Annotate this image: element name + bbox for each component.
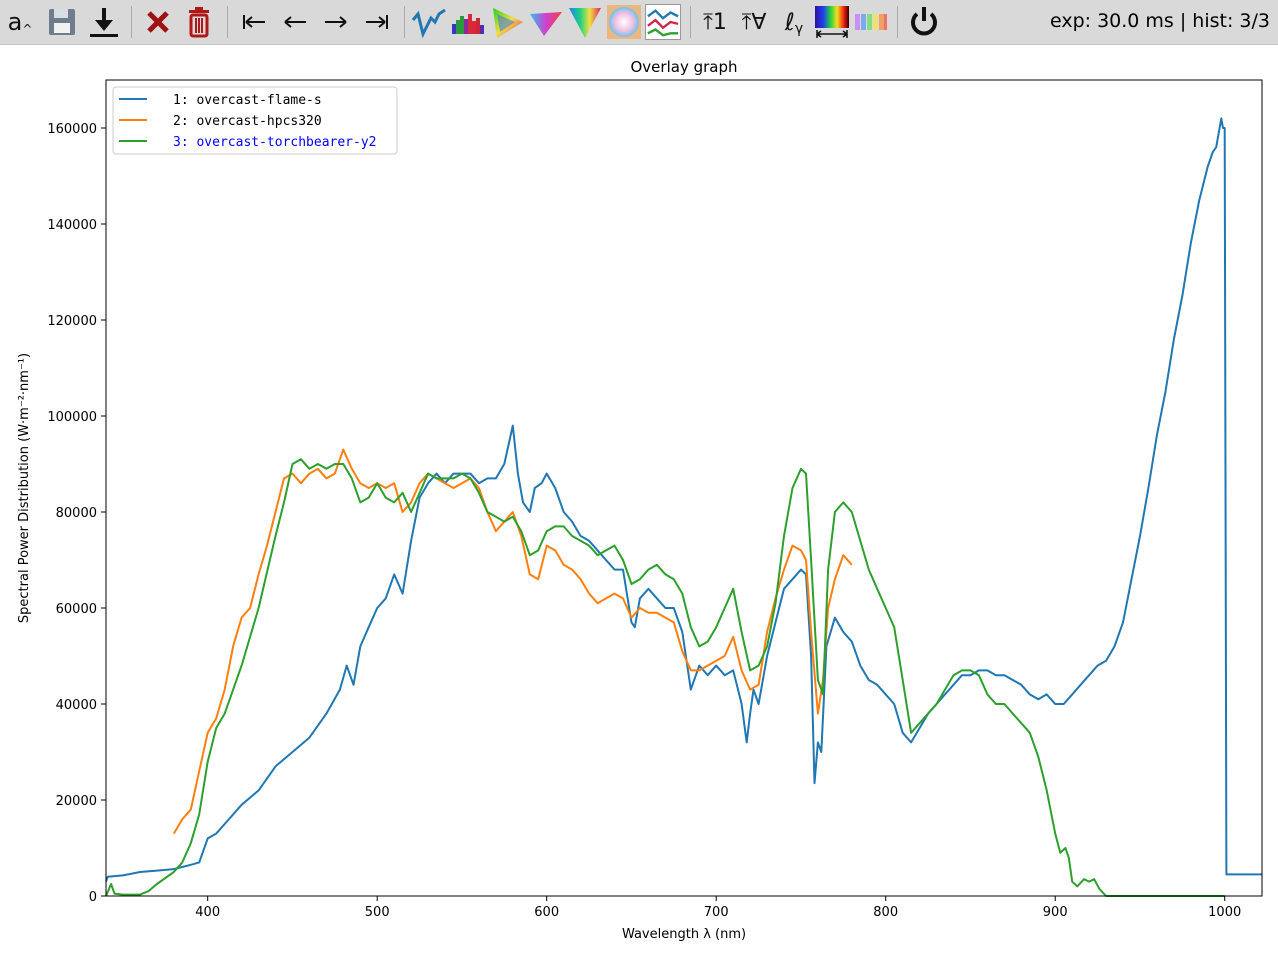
legend-entry: 3: overcast-torchbearer-y2: [173, 135, 377, 150]
x-tick-label: 400: [195, 905, 220, 920]
status-text: exp: 30.0 ms | hist: 3/3: [1049, 10, 1270, 32]
histogram-icon[interactable]: [450, 4, 486, 40]
overlay-icon[interactable]: [645, 4, 681, 40]
x-tick-label: 900: [1043, 905, 1068, 920]
last-icon[interactable]: [359, 4, 395, 40]
x-tick-label: 700: [704, 905, 729, 920]
color-range-icon[interactable]: [814, 4, 850, 40]
normalize-all-icon[interactable]: ⤒∀: [741, 9, 767, 35]
spectrum-icon[interactable]: [411, 4, 447, 40]
first-icon[interactable]: [236, 4, 272, 40]
spectral-bands-icon[interactable]: [853, 4, 889, 40]
auto-scale-sub: ^: [22, 22, 33, 36]
next-icon[interactable]: [318, 4, 354, 40]
x-tick-label: 800: [873, 905, 898, 920]
y-tick-label: 120000: [47, 314, 97, 329]
x-tick-label: 600: [534, 905, 559, 920]
series-line-1: [105, 117, 1262, 882]
cie-full-icon[interactable]: [567, 4, 603, 40]
toolbar: a ^ ⤒1 ⤒∀: [0, 0, 1278, 45]
gamma-label: ℓ: [784, 8, 795, 36]
chart-title: Overlay graph: [631, 58, 738, 76]
x-tick-label: 500: [365, 905, 390, 920]
auto-scale-label: a: [7, 8, 23, 36]
cie-triangle-icon[interactable]: [489, 4, 525, 40]
auto-scale-icon[interactable]: a ^: [2, 4, 38, 40]
legend-box: [112, 86, 398, 155]
legend-entry: 1: overcast-flame-s: [173, 93, 322, 108]
y-tick-label: 160000: [47, 122, 97, 137]
y-tick-label: 0: [89, 890, 97, 905]
y-tick-label: 40000: [56, 698, 97, 713]
cie-gradient-icon[interactable]: [528, 4, 564, 40]
x-axis-label: Wavelength λ (nm): [622, 927, 746, 942]
normalize-one-icon[interactable]: ⤒1: [703, 9, 727, 35]
y-axis: 0 20000 40000 60000 80000 100000 120000 140000 1…: [47, 122, 106, 905]
y-tick-label: 20000: [56, 794, 97, 809]
y-tick-label: 140000: [47, 218, 97, 233]
gamma-sub: γ: [794, 21, 804, 37]
overlay-chart: Overlay graph 400 500 600 700 800 900 1000 0 20…: [17, 58, 1263, 942]
plot-frame: [105, 79, 1263, 897]
y-axis-label: Spectral Power Distribution (W·m⁻²·nm⁻¹): [17, 353, 32, 623]
color-sphere-icon[interactable]: [606, 4, 642, 40]
save-icon[interactable]: [44, 4, 80, 40]
power-icon[interactable]: [906, 4, 942, 40]
y-tick-label: 100000: [47, 410, 97, 425]
series-line-3: [105, 458, 1225, 897]
legend-entry: 2: overcast-hpcs320: [173, 114, 322, 129]
prev-icon[interactable]: [277, 4, 313, 40]
series-layer: [105, 117, 1262, 897]
y-tick-label: 60000: [56, 602, 97, 617]
download-icon[interactable]: [86, 4, 122, 40]
close-icon[interactable]: [140, 4, 176, 40]
x-tick-label: 1000: [1208, 905, 1241, 920]
trash-icon[interactable]: [181, 4, 217, 40]
legend: 1: overcast-flame-s 2: overcast-hpcs320 3:…: [112, 86, 398, 155]
x-axis: 400 500 600 700 800 900 1000: [195, 896, 1241, 920]
y-tick-label: 80000: [56, 506, 97, 521]
